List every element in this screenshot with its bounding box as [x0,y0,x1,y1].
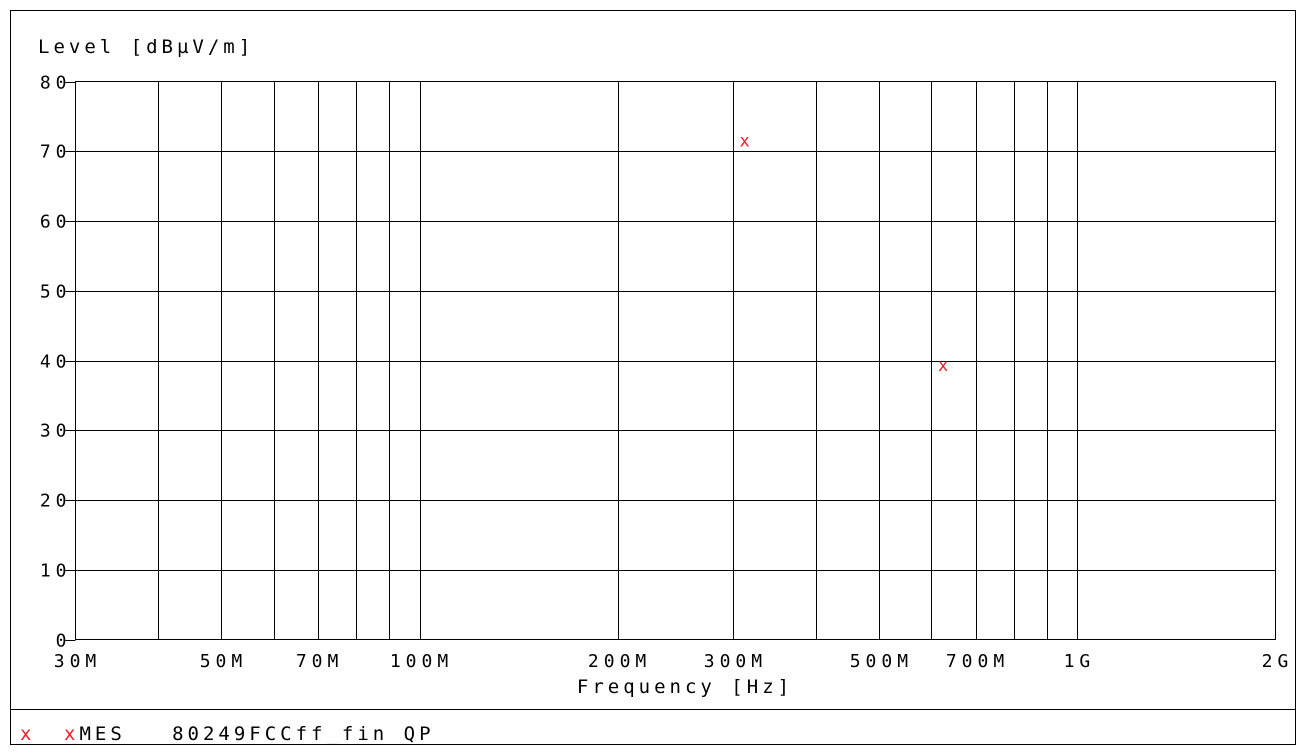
y-tick-label: 50 [40,282,72,303]
x-tick-label: 100M [390,651,453,672]
y-gridlines [65,82,1276,641]
y-tick-label: 40 [40,352,72,373]
legend-symbol: x [20,723,35,745]
legend-marker-label: x [64,723,79,745]
y-tick-labels: 0 10 20 30 40 50 60 70 80 [40,73,72,652]
x-tick-label: 200M [588,651,651,672]
data-points: xx [740,131,949,376]
x-tick-label: 500M [850,651,913,672]
y-axis-label: Level [dBµV/m] [38,36,254,58]
plot-area [75,81,1276,640]
y-tick-label: 10 [40,561,72,582]
y-tick-label: 70 [40,142,72,163]
y-tick-label: 30 [40,421,72,442]
x-tick-label: 2G [1262,651,1294,672]
y-tick-label: 80 [40,73,72,94]
x-tick-label: 1G [1064,651,1096,672]
x-tick-label: 30M [54,651,102,672]
x-tick-label: 50M [200,651,248,672]
x-tick-label: 300M [704,651,767,672]
x-tick-label: 70M [296,651,344,672]
x-tick-label: 700M [946,651,1009,672]
x-gridlines [158,81,1078,640]
y-tick-label: 0 [56,631,72,652]
x-tick-labels: 30M 50M 70M 100M 200M 300M 500M 700M 1G 2G [54,651,1294,672]
outer-border [10,10,1296,745]
data-point-marker: x [740,131,750,151]
legend-series-text: MES 80249FCCff_fin QP [79,723,434,745]
legend-entry: xMES 80249FCCff_fin QP [64,723,435,745]
x-axis-label: Frequency [Hz] [577,676,793,698]
data-point-marker: x [938,356,948,376]
y-tick-label: 60 [40,212,72,233]
y-tick-label: 20 [40,491,72,512]
